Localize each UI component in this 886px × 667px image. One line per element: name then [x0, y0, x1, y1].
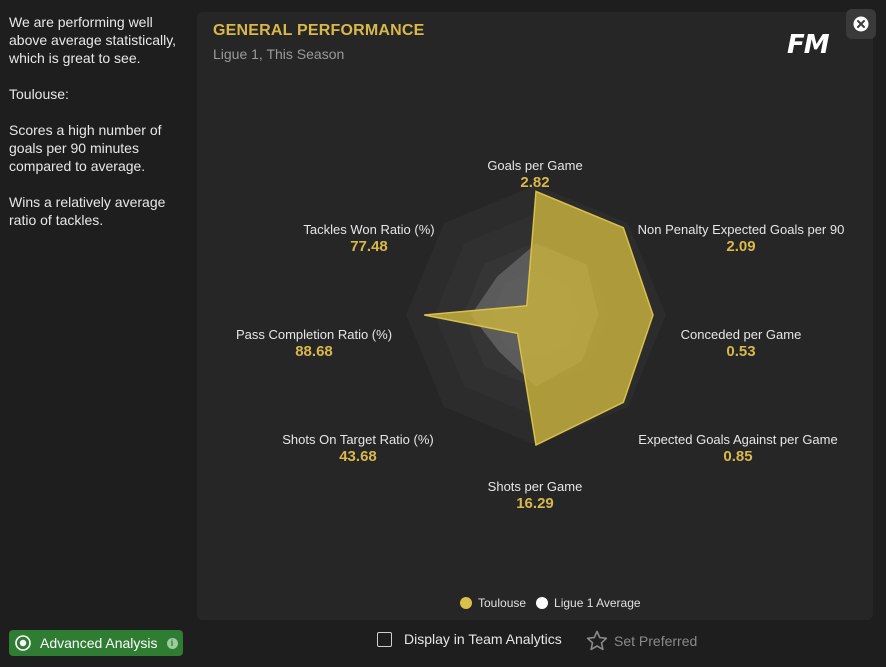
axis-label-shots: Shots per Game 16.29	[488, 479, 583, 513]
legend-item-toulouse: Toulouse	[460, 596, 526, 610]
axis-value: 0.53	[726, 343, 756, 360]
axis-label-np-xg: Non Penalty Expected Goals per 90 2.09	[638, 222, 845, 256]
legend-label: Ligue 1 Average	[554, 596, 641, 610]
set-preferred-button[interactable]: Set Preferred	[585, 629, 697, 653]
sidebar: We are performing well above average sta…	[0, 0, 190, 667]
display-label: Display in Team Analytics	[404, 631, 562, 647]
legend-dot	[536, 597, 549, 609]
axis-name: Non Penalty Expected Goals per 90	[637, 222, 845, 237]
axis-name: Pass Completion Ratio (%)	[235, 327, 393, 342]
legend-dot	[460, 597, 472, 609]
info-icon[interactable]: i	[166, 637, 178, 649]
axis-label-goals-per-game: Goals per Game 2.82	[487, 158, 582, 192]
axis-name: Shots On Target Ratio (%)	[282, 432, 434, 447]
axis-label-xga: Expected Goals Against per Game 0.85	[638, 432, 837, 466]
axis-label-tackles: Tackles Won Ratio (%) 77.48	[303, 222, 434, 256]
display-in-team-analytics-toggle[interactable]: Display in Team Analytics	[377, 631, 562, 647]
axis-value: 0.85	[723, 448, 753, 465]
advanced-analysis-label: Advanced Analysis	[40, 635, 158, 651]
preferred-label: Set Preferred	[614, 633, 698, 649]
axis-value: 43.68	[339, 448, 377, 465]
radar-chart	[406, 185, 666, 447]
axis-value: 88.68	[295, 343, 333, 360]
axis-name: Tackles Won Ratio (%)	[303, 222, 435, 237]
chart-legend: Toulouse Ligue 1 Average	[460, 596, 651, 610]
star-icon	[586, 630, 608, 651]
close-icon	[853, 16, 869, 32]
axis-value: 2.82	[520, 174, 550, 191]
series-toulouse	[424, 190, 654, 447]
panel-subtitle: Ligue 1, This Season	[213, 46, 345, 62]
fm-logo: FM	[787, 30, 830, 60]
axis-name: Goals per Game	[487, 158, 583, 173]
axis-value: 77.48	[350, 238, 388, 255]
legend-label: Toulouse	[478, 596, 527, 610]
advanced-analysis-button[interactable]: Advanced Analysis i	[9, 630, 183, 656]
summary-paragraph: Scores a high number of goals per 90 min…	[9, 122, 162, 174]
summary-text: We are performing well above average sta…	[9, 13, 187, 247]
axis-label-conceded: Conceded per Game 0.53	[681, 327, 802, 361]
close-button[interactable]	[846, 9, 876, 39]
analysis-icon	[15, 635, 31, 651]
summary-paragraph: Toulouse:	[9, 86, 69, 102]
summary-paragraph: We are performing well above average sta…	[9, 14, 177, 66]
axis-name: Expected Goals Against per Game	[638, 432, 838, 447]
summary-paragraph: Wins a relatively average ratio of tackl…	[9, 194, 166, 228]
legend-item-average: Ligue 1 Average	[536, 596, 641, 610]
axis-name: Shots per Game	[487, 479, 583, 494]
axis-label-shots-on-target: Shots On Target Ratio (%) 43.68	[282, 432, 434, 466]
panel-title: GENERAL PERFORMANCE	[213, 22, 425, 39]
axis-name: Conceded per Game	[680, 327, 802, 342]
performance-panel: GENERAL PERFORMANCE Ligue 1, This Season…	[197, 12, 873, 620]
axis-label-pass-completion: Pass Completion Ratio (%) 88.68	[236, 327, 392, 361]
checkbox[interactable]	[377, 631, 392, 647]
axis-value: 2.09	[726, 238, 756, 255]
axis-value: 16.29	[516, 495, 554, 512]
